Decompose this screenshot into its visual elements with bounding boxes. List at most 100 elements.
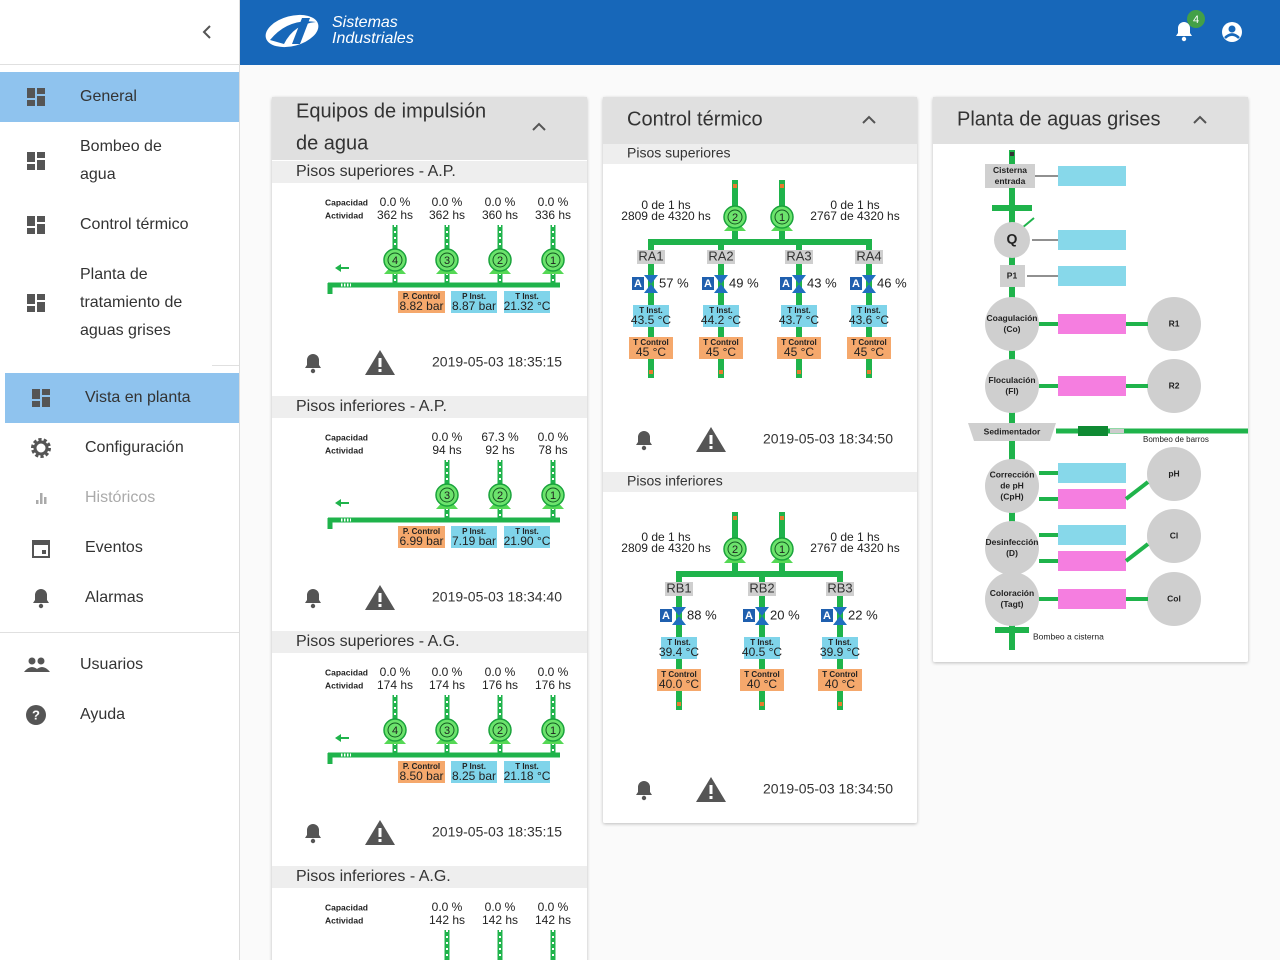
flowmeter [994, 222, 1030, 258]
reading-value: 8.50 bar [399, 769, 443, 783]
menu-icon [42, 389, 50, 395]
temp-control [847, 337, 891, 359]
valve [714, 275, 728, 293]
pump-ring [545, 252, 561, 268]
pump-activity: 142 hs [535, 913, 571, 927]
pump-activity: 142 hs [429, 913, 465, 927]
temp-control-value: 40.0 °C [659, 677, 699, 691]
reading-label: P Inst. [462, 762, 486, 771]
reading-label: P. Control [403, 762, 440, 771]
arrow [1021, 217, 1035, 229]
temp-control-value: 45 °C [636, 345, 666, 359]
temp-control [740, 669, 784, 691]
section-header [603, 144, 917, 164]
unit-name-box [826, 582, 854, 596]
menu-item: General [80, 88, 137, 105]
pump-activity: 176 hs [482, 678, 518, 692]
pump [770, 205, 794, 229]
temp-control-label: T Control [851, 338, 887, 347]
mode-box [780, 277, 792, 290]
unit-mode: A [745, 610, 753, 622]
node-label: Sedimentador [984, 426, 1041, 436]
valve [792, 275, 806, 293]
collapse-toggle[interactable] [862, 115, 876, 124]
temp-control [777, 337, 821, 359]
pump-capacity: 0.0 % [432, 195, 463, 209]
pump [770, 537, 794, 561]
pump-hours: 2767 de 4320 hs [810, 541, 899, 555]
warning-icon[interactable] [696, 777, 726, 802]
reading-label: T Inst. [515, 527, 539, 536]
temp-control-label: T Control [744, 670, 780, 679]
pipe-mark [838, 702, 842, 706]
menu-item: Ayuda [80, 706, 125, 723]
pump-id: 1 [550, 490, 556, 502]
sludge-pump [1078, 426, 1108, 436]
pump-hours: 2767 de 4320 hs [810, 209, 899, 223]
unit-name-box [637, 250, 665, 264]
temp-inst [822, 637, 858, 659]
section-header [272, 866, 587, 888]
bell-clapper [641, 795, 647, 801]
bell-icon[interactable] [1176, 22, 1192, 42]
pump-ring [439, 722, 455, 738]
warning-icon[interactable] [365, 350, 395, 375]
row-label: Actividad [325, 915, 363, 925]
collapse-toggle[interactable] [532, 122, 546, 131]
collapse-toggle[interactable] [202, 25, 211, 39]
bell-clapper [1181, 36, 1187, 42]
warning-dot [709, 796, 713, 799]
menu-icon [27, 216, 35, 226]
row-label: Capacidad [325, 432, 368, 442]
menu-icon [27, 88, 35, 98]
pump [541, 718, 565, 742]
pump-id: 3 [444, 725, 450, 737]
card-title: Planta de aguas grises [957, 108, 1160, 130]
pump-id: 1 [779, 212, 785, 224]
temp-control [629, 337, 673, 359]
menu-icon [37, 224, 45, 234]
notification-badge[interactable] [1187, 10, 1205, 28]
pump [723, 205, 747, 229]
pump-activity: 174 hs [377, 678, 413, 692]
valve [862, 275, 876, 293]
node-label: (D) [1006, 548, 1018, 558]
indicator [1058, 525, 1126, 545]
indicator [1058, 551, 1126, 571]
bell-icon[interactable] [636, 781, 652, 801]
pump-ring [439, 487, 455, 503]
warning-icon[interactable] [365, 820, 395, 845]
menu-item: Configuración [85, 439, 184, 456]
menu-item: Planta de [80, 266, 148, 283]
warning-icon[interactable] [365, 585, 395, 610]
unit-mode: A [634, 278, 642, 290]
bell-icon[interactable] [305, 824, 321, 844]
unit-name-box [665, 582, 693, 596]
reading [398, 291, 445, 313]
reading [451, 526, 497, 548]
mode-box [821, 609, 833, 622]
pipe-mark [780, 184, 784, 188]
unit-name: RA3 [786, 248, 811, 263]
menu-icon [44, 497, 47, 504]
warning-icon[interactable] [696, 427, 726, 452]
bell-icon[interactable] [305, 354, 321, 374]
node-label: Coagulación [986, 313, 1037, 323]
bell-icon[interactable] [33, 589, 49, 609]
pipe-mark [733, 516, 737, 520]
settler [968, 423, 1056, 441]
reading-value: 8.25 bar [452, 769, 496, 783]
section-title: Pisos superiores - A.P. [296, 163, 456, 180]
pump-capacity: 0.0 % [538, 195, 569, 209]
bell-icon[interactable] [636, 431, 652, 451]
bell-icon[interactable] [305, 589, 321, 609]
account-button[interactable] [1222, 22, 1242, 42]
mode-box [632, 277, 644, 290]
pipe-mark [760, 702, 764, 706]
collapse-toggle[interactable] [1193, 115, 1207, 124]
bell-shape [636, 781, 652, 795]
node-label: Bombeo a cisterna [1033, 631, 1104, 641]
pump [488, 483, 512, 507]
warning-bar [378, 358, 382, 367]
pump-activity: 362 hs [377, 208, 413, 222]
